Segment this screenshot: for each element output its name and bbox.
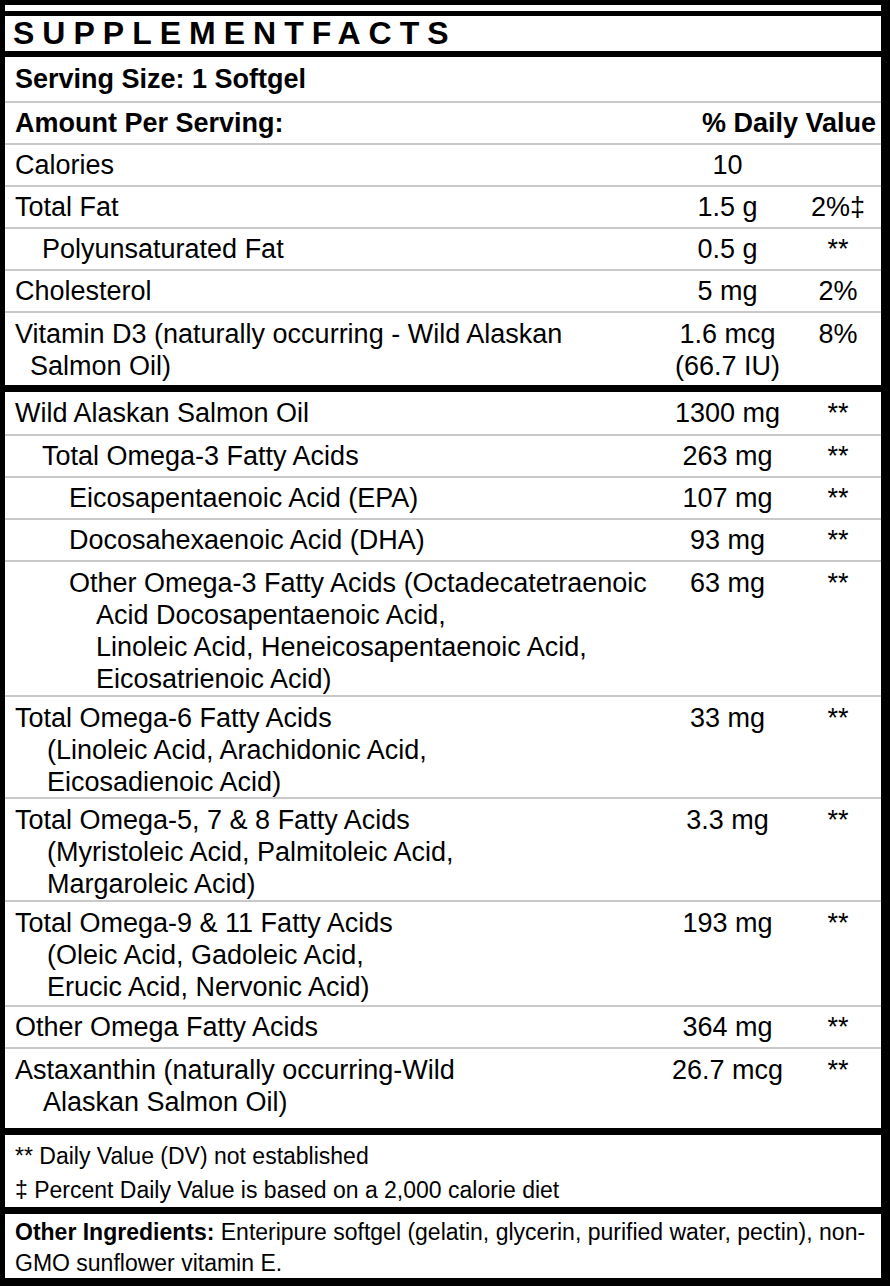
nutrient-name: Eicosapentaenoic Acid (EPA) <box>5 478 660 518</box>
supplement-facts-label: SUPPLEMENTFACTS Serving Size: 1 Softgel … <box>0 0 890 1286</box>
nutrient-amount: 0.5 g <box>660 229 795 269</box>
nutrient-amount: 63 mg <box>660 567 795 599</box>
nutrient-name: Docosahexaenoic Acid (DHA) <box>5 520 660 560</box>
nutrient-name: Wild Alaskan Salmon Oil <box>5 392 660 434</box>
nutrient-dv: ** <box>795 436 881 476</box>
nutrient-dv: ** <box>795 804 881 836</box>
nutrient-row-total-omega-5-7-8: Total Omega-5, 7 & 8 Fatty Acids (Myrist… <box>5 797 881 900</box>
nutrient-name: Total Fat <box>5 187 660 227</box>
nutrient-name: Calories <box>5 145 660 185</box>
nutrient-row-total-omega-9-11: Total Omega-9 & 11 Fatty Acids (Oleic Ac… <box>5 900 881 1005</box>
nutrient-dv: ** <box>795 567 881 599</box>
nutrient-name: Other Omega-3 Fatty Acids (Octadecatetra… <box>5 567 660 695</box>
nutrient-row-total-omega-3: Total Omega-3 Fatty Acids 263 mg ** <box>5 434 881 476</box>
nutrient-row-total-fat: Total Fat 1.5 g 2%‡ <box>5 185 881 227</box>
nutrient-dv: ** <box>795 1054 881 1086</box>
nutrient-dv: ** <box>795 1007 881 1047</box>
other-ingredients-label: Other Ingredients: <box>15 1219 214 1245</box>
nutrient-amount: 193 mg <box>660 907 795 939</box>
nutrient-row-total-omega-6: Total Omega-6 Fatty Acids (Linoleic Acid… <box>5 695 881 797</box>
nutrient-name: Total Omega-3 Fatty Acids <box>5 436 660 476</box>
nutrient-name: Polyunsaturated Fat <box>5 229 660 269</box>
nutrient-dv: ** <box>795 478 881 518</box>
column-header-row: Amount Per Serving: % Daily Value <box>5 101 881 143</box>
nutrient-dv: ** <box>795 392 881 434</box>
nutrient-dv: 2%‡ <box>795 187 881 227</box>
nutrient-row-dha: Docosahexaenoic Acid (DHA) 93 mg ** <box>5 518 881 560</box>
other-ingredients: Other Ingredients: Enteripure softgel (g… <box>5 1207 881 1278</box>
nutrient-name: Astaxanthin (naturally occurring-Wild Al… <box>5 1054 660 1118</box>
nutrient-amount: 107 mg <box>660 478 795 518</box>
nutrient-amount: 364 mg <box>660 1007 795 1047</box>
nutrient-row-other-omega-fatty-acids: Other Omega Fatty Acids 364 mg ** <box>5 1005 881 1047</box>
nutrient-name: Cholesterol <box>5 271 660 311</box>
nutrient-dv: 2% <box>795 271 881 311</box>
daily-value-label: % Daily Value <box>702 103 881 143</box>
serving-size: Serving Size: 1 Softgel <box>5 57 881 101</box>
label-title: SUPPLEMENTFACTS <box>5 11 881 57</box>
footnote-dv-not-established: ** Daily Value (DV) not established <box>15 1139 873 1173</box>
nutrient-dv: ** <box>795 520 881 560</box>
nutrient-amount: 263 mg <box>660 436 795 476</box>
nutrient-name: Other Omega Fatty Acids <box>5 1007 660 1047</box>
label-title-text: SUPPLEMENTFACTS <box>13 15 457 52</box>
nutrient-amount: 5 mg <box>660 271 795 311</box>
nutrient-amount: 93 mg <box>660 520 795 560</box>
nutrient-dv: ** <box>795 229 881 269</box>
nutrient-dv: ** <box>795 702 881 734</box>
nutrient-row-wild-alaskan-salmon-oil: Wild Alaskan Salmon Oil 1300 mg ** <box>5 385 881 434</box>
nutrient-row-astaxanthin: Astaxanthin (naturally occurring-Wild Al… <box>5 1047 881 1128</box>
nutrient-row-other-omega-3: Other Omega-3 Fatty Acids (Octadecatetra… <box>5 560 881 695</box>
nutrient-amount: 1.6 mcg (66.7 IU) <box>660 318 795 382</box>
nutrient-dv: 8% <box>795 318 881 350</box>
nutrient-amount: 26.7 mcg <box>660 1054 795 1086</box>
nutrient-name: Total Omega-6 Fatty Acids (Linoleic Acid… <box>5 702 660 798</box>
nutrient-amount: 33 mg <box>660 702 795 734</box>
nutrient-amount: 1300 mg <box>660 392 795 434</box>
nutrient-row-polyunsaturated-fat: Polyunsaturated Fat 0.5 g ** <box>5 227 881 269</box>
nutrient-name: Total Omega-9 & 11 Fatty Acids (Oleic Ac… <box>5 907 660 1003</box>
nutrient-row-cholesterol: Cholesterol 5 mg 2% <box>5 269 881 311</box>
footnotes: ** Daily Value (DV) not established ‡ Pe… <box>5 1128 881 1207</box>
nutrient-row-calories: Calories 10 <box>5 143 881 185</box>
nutrient-name: Total Omega-5, 7 & 8 Fatty Acids (Myrist… <box>5 804 660 900</box>
nutrient-dv: ** <box>795 907 881 939</box>
amount-per-serving-label: Amount Per Serving: <box>5 103 702 143</box>
nutrient-amount: 3.3 mg <box>660 804 795 836</box>
footnote-percent-daily-value: ‡ Percent Daily Value is based on a 2,00… <box>15 1173 873 1207</box>
nutrient-row-vitamin-d3: Vitamin D3 (naturally occurring - Wild A… <box>5 311 881 385</box>
nutrient-name: Vitamin D3 (naturally occurring - Wild A… <box>5 318 660 382</box>
nutrient-amount: 10 <box>660 145 795 185</box>
nutrient-row-epa: Eicosapentaenoic Acid (EPA) 107 mg ** <box>5 476 881 518</box>
nutrient-amount: 1.5 g <box>660 187 795 227</box>
